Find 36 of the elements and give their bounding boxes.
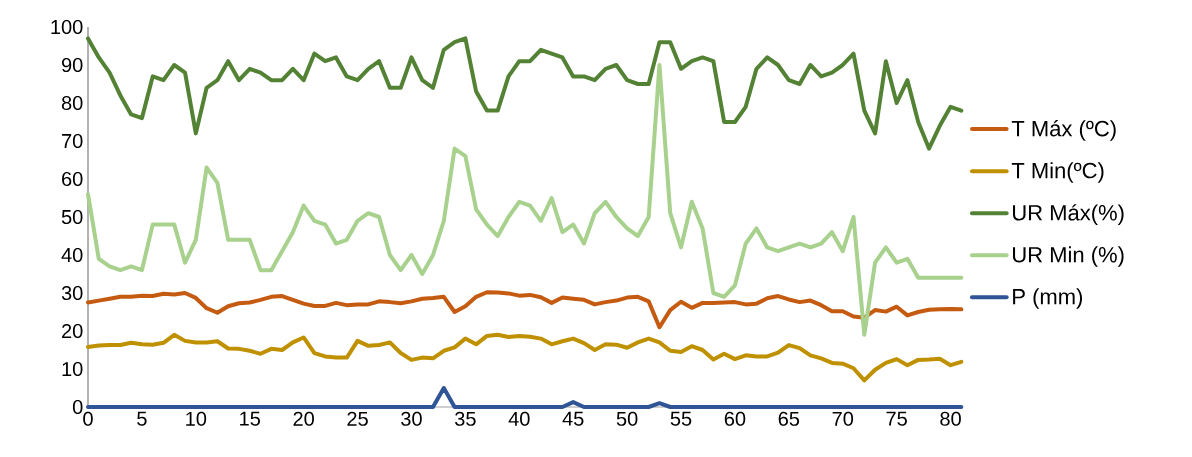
legend-label: UR Máx(%) bbox=[1013, 204, 1124, 225]
x-tick-label: 65 bbox=[778, 411, 800, 426]
y-tick-label: 40 bbox=[61, 247, 83, 263]
y-tick-label: 60 bbox=[62, 171, 83, 187]
y-tick-label: 90 bbox=[61, 57, 83, 73]
y-tick-label: 20 bbox=[62, 323, 83, 339]
x-tick-label: 80 bbox=[940, 411, 961, 426]
line-series bbox=[86, 36, 964, 151]
x-tick-label: 50 bbox=[616, 411, 638, 426]
x-tick-label: 15 bbox=[240, 411, 261, 426]
y-tick-label: 100 bbox=[51, 19, 83, 35]
x-tick-label: 0 bbox=[83, 411, 93, 426]
x-tick-label: 30 bbox=[401, 411, 422, 426]
legend-label: T Min(ºC) bbox=[1011, 162, 1104, 183]
x-tick-label: 25 bbox=[347, 411, 368, 426]
legend-label: P (mm) bbox=[1013, 288, 1083, 309]
x-tick-label: 45 bbox=[562, 411, 584, 426]
x-tick-label: 40 bbox=[508, 411, 530, 426]
line-series bbox=[86, 332, 964, 383]
line-series bbox=[86, 290, 964, 330]
x-tick-label: 75 bbox=[886, 411, 907, 426]
x-tick-label: 5 bbox=[137, 411, 147, 426]
legend-label: UR Min (%) bbox=[1013, 246, 1124, 267]
x-tick-label: 60 bbox=[724, 411, 746, 426]
y-tick-label: 50 bbox=[61, 209, 83, 225]
y-tick-label: 10 bbox=[62, 361, 83, 377]
legend-label: T Máx (ºC) bbox=[1011, 119, 1116, 141]
y-tick-label: 0 bbox=[72, 399, 83, 415]
y-tick-label: 70 bbox=[62, 133, 83, 149]
y-tick-label: 30 bbox=[61, 285, 83, 301]
y-tick-label: 80 bbox=[61, 95, 83, 111]
x-tick-label: 55 bbox=[670, 411, 692, 426]
x-tick-label: 70 bbox=[832, 411, 854, 426]
x-tick-label: 20 bbox=[293, 411, 314, 426]
x-tick-label: 10 bbox=[186, 411, 207, 426]
x-tick-label: 35 bbox=[455, 411, 476, 426]
